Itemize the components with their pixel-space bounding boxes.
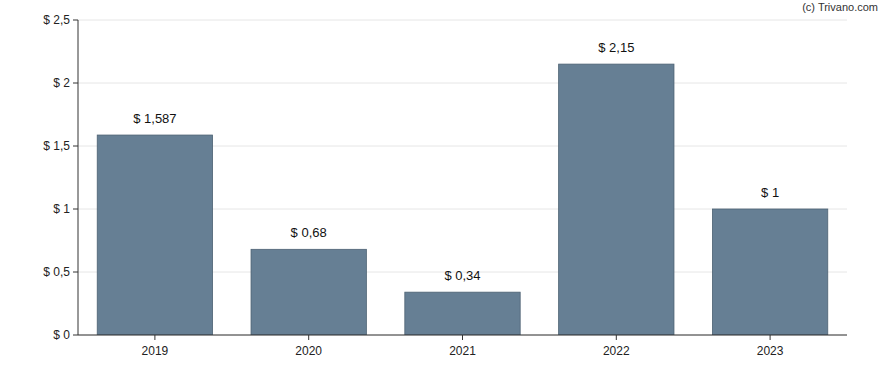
x-tick-label: 2020 xyxy=(295,344,322,358)
y-tick xyxy=(73,20,78,21)
grid-line xyxy=(78,20,847,21)
y-tick-label: $ 0 xyxy=(53,328,70,342)
y-axis xyxy=(78,20,79,335)
bar xyxy=(712,209,827,335)
bar xyxy=(97,135,212,335)
chart: $ 0 $ 0,5 $ 1 $ 1,5 $ 2 $ 2,5 $ 1,587 $ 0,68 $ 0… xyxy=(0,0,888,370)
x-tick xyxy=(770,335,771,340)
x-tick xyxy=(154,335,155,340)
x-tick xyxy=(462,335,463,340)
y-tick xyxy=(73,272,78,273)
data-label: $ 2,15 xyxy=(598,40,634,55)
y-tick xyxy=(73,83,78,84)
annotation: (c) Trivano.com xyxy=(802,1,878,13)
x-tick-label: 2019 xyxy=(142,344,169,358)
y-tick-label: $ 0,5 xyxy=(43,265,70,279)
y-tick xyxy=(73,209,78,210)
data-label: $ 1,587 xyxy=(133,111,176,126)
bar xyxy=(251,249,366,335)
bars xyxy=(97,64,828,335)
x-tick-label: 2021 xyxy=(449,344,476,358)
bar xyxy=(559,64,674,335)
data-label: $ 1 xyxy=(761,185,779,200)
x-tick-label: 2023 xyxy=(757,344,784,358)
x-tick xyxy=(616,335,617,340)
x-tick-label: 2022 xyxy=(603,344,630,358)
data-label: $ 0,68 xyxy=(291,225,327,240)
bar xyxy=(405,292,520,335)
y-tick-label: $ 2,5 xyxy=(43,13,70,27)
grid-line xyxy=(78,83,847,84)
y-tick-label: $ 2 xyxy=(53,76,70,90)
y-tick-label: $ 1,5 xyxy=(43,139,70,153)
y-tick-label: $ 1 xyxy=(53,202,70,216)
y-tick xyxy=(73,146,78,147)
data-label: $ 0,34 xyxy=(444,268,480,283)
y-tick xyxy=(73,335,78,336)
x-tick xyxy=(308,335,309,340)
